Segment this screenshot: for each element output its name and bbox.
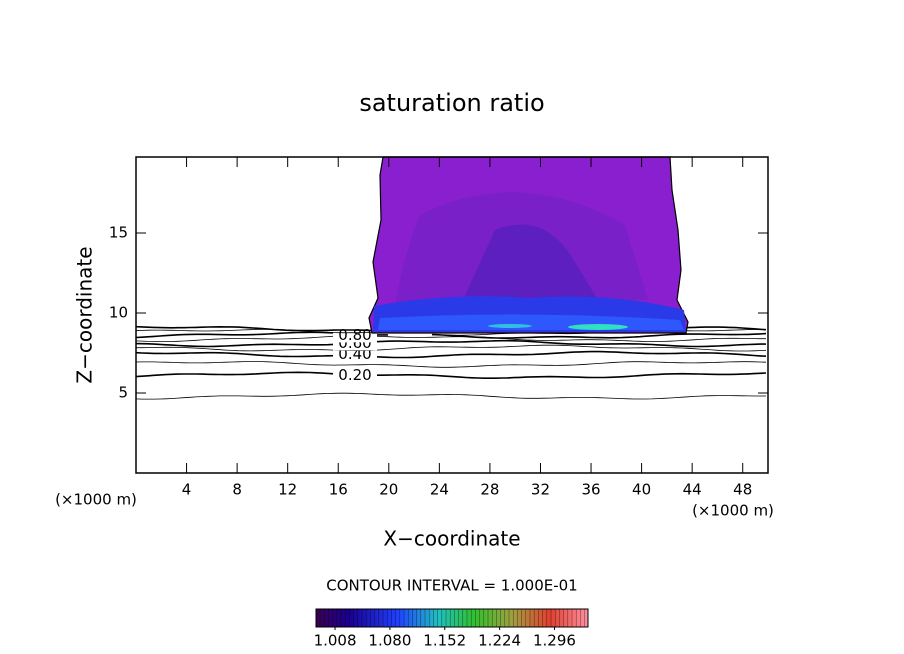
x-tick-label: 48 — [733, 481, 752, 499]
x-tick-label: 16 — [329, 481, 348, 499]
cloud-streak — [488, 324, 532, 328]
contour-line — [135, 350, 767, 359]
contour-label: 0.20 — [338, 366, 371, 384]
x-tick-label: 4 — [182, 481, 192, 499]
x-tick-label: 28 — [480, 481, 499, 499]
x-tick-label: 44 — [683, 481, 702, 499]
x-tick-label: 40 — [632, 481, 651, 499]
contour-label: 0.80 — [338, 326, 371, 344]
contour-line — [136, 344, 767, 352]
x-tick-label: 32 — [531, 481, 550, 499]
x-tick-label: 24 — [430, 481, 449, 499]
contour-line — [135, 371, 767, 380]
contour-note: CONTOUR INTERVAL = 1.000E-01 — [326, 577, 577, 595]
contour-label-bg — [333, 368, 377, 383]
x-unit-right: (×1000 m) — [692, 502, 774, 520]
contour-label-bg — [333, 328, 377, 343]
colorbar-tick-label: 1.224 — [478, 632, 521, 650]
contour-line — [135, 339, 766, 348]
contour-line — [135, 392, 766, 400]
x-tick-label: 8 — [232, 481, 242, 499]
x-axis-label: X−coordinate — [383, 527, 520, 551]
contour-label-bg — [333, 347, 377, 362]
cloud-core — [462, 224, 598, 302]
y-axis-label: Z−coordinate — [73, 246, 97, 383]
colorbar-tick-label: 1.008 — [314, 632, 357, 650]
x-tick-label: 12 — [278, 481, 297, 499]
x-tick-label: 20 — [379, 481, 398, 499]
colorbar-tick-label: 1.296 — [533, 632, 576, 650]
x-unit-left: (×1000 m) — [55, 491, 137, 509]
chart-title: saturation ratio — [359, 89, 544, 117]
y-tick-label: 5 — [118, 384, 128, 402]
x-tick-label: 36 — [581, 481, 600, 499]
colorbar-tick-label: 1.152 — [423, 632, 466, 650]
contour-line — [135, 361, 767, 368]
plot-frame — [135, 156, 769, 474]
contour-line — [135, 335, 766, 343]
colorbar-ticks: 1.008 1.080 1.152 1.224 1.296 — [314, 627, 576, 650]
y-tick-label: 15 — [109, 224, 128, 242]
colorbar-tick-label: 1.080 — [368, 632, 411, 650]
colorbar — [315, 608, 589, 628]
cloud-fill — [368, 156, 689, 334]
colorbar-stripes — [319, 609, 585, 627]
y-tick-label: 10 — [109, 304, 128, 322]
cloud-streak — [568, 324, 628, 330]
